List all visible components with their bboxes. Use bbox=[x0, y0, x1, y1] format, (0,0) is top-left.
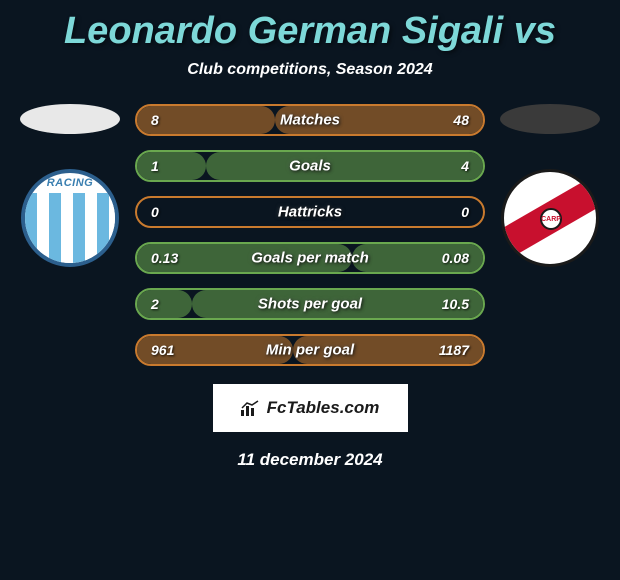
date-text: 11 december 2024 bbox=[0, 450, 620, 470]
stat-value-right: 0 bbox=[461, 204, 469, 220]
comparison-card: Leonardo German Sigali vs Club competiti… bbox=[0, 0, 620, 480]
left-name-ellipse bbox=[20, 104, 120, 134]
stat-label: Goals per match bbox=[251, 250, 369, 267]
stat-fill-left bbox=[137, 290, 192, 318]
main-content: RACING 8 Matches 48 1 Goals 4 0 Hattricks 0 0.13 G… bbox=[0, 104, 620, 366]
right-team-crest: CARP bbox=[501, 169, 599, 267]
stat-label: Shots per goal bbox=[258, 296, 362, 313]
stat-value-right: 0.08 bbox=[442, 250, 469, 266]
stat-value-right: 1187 bbox=[439, 342, 469, 358]
left-crest-stripes bbox=[25, 193, 115, 263]
stat-value-left: 8 bbox=[151, 112, 159, 128]
stat-value-right: 10.5 bbox=[442, 296, 469, 312]
stat-row: 1 Goals 4 bbox=[135, 150, 485, 182]
stat-fill-right bbox=[206, 152, 483, 180]
stat-label: Min per goal bbox=[266, 342, 354, 359]
stat-value-right: 48 bbox=[453, 112, 469, 128]
stat-label: Matches bbox=[280, 112, 340, 129]
stat-value-left: 1 bbox=[151, 158, 159, 174]
left-side: RACING bbox=[15, 104, 125, 267]
stat-row: 0 Hattricks 0 bbox=[135, 196, 485, 228]
left-crest-text: RACING bbox=[47, 177, 93, 189]
stat-row: 2 Shots per goal 10.5 bbox=[135, 288, 485, 320]
left-team-crest: RACING bbox=[21, 169, 119, 267]
stat-value-right: 4 bbox=[461, 158, 469, 174]
stat-label: Goals bbox=[289, 158, 331, 175]
stat-fill-left bbox=[137, 152, 206, 180]
stat-value-left: 0 bbox=[151, 204, 159, 220]
right-crest-center: CARP bbox=[540, 208, 562, 230]
brand-text: FcTables.com bbox=[267, 398, 380, 418]
stats-list: 8 Matches 48 1 Goals 4 0 Hattricks 0 0.13 Goals pe… bbox=[135, 104, 485, 366]
chart-icon bbox=[241, 400, 261, 416]
stat-label: Hattricks bbox=[278, 204, 342, 221]
stat-value-left: 0.13 bbox=[151, 250, 178, 266]
page-subtitle: Club competitions, Season 2024 bbox=[0, 61, 620, 79]
right-side: CARP bbox=[495, 104, 605, 267]
stat-value-left: 2 bbox=[151, 296, 159, 312]
stat-row: 961 Min per goal 1187 bbox=[135, 334, 485, 366]
page-title: Leonardo German Sigali vs bbox=[0, 10, 620, 53]
right-name-ellipse bbox=[500, 104, 600, 134]
stat-value-left: 961 bbox=[151, 342, 174, 358]
stat-row: 8 Matches 48 bbox=[135, 104, 485, 136]
stat-row: 0.13 Goals per match 0.08 bbox=[135, 242, 485, 274]
brand-badge: FcTables.com bbox=[213, 384, 408, 432]
